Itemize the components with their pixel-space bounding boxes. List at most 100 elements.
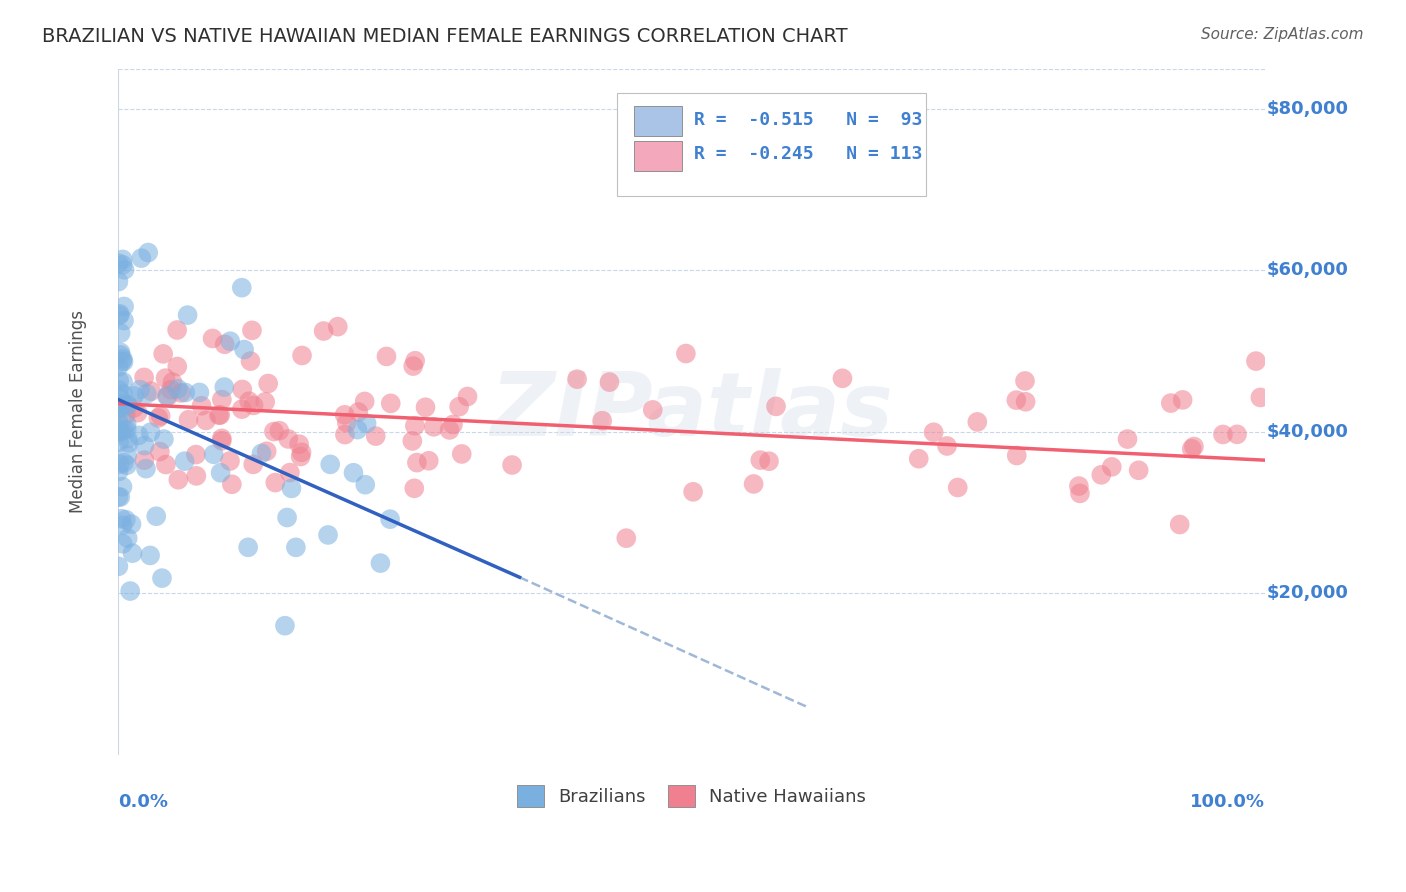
Point [117, 531, 139, 545]
Point [108, 435, 131, 450]
Point [112, 456, 135, 470]
Point [117, 398, 139, 412]
Point [112, 313, 135, 327]
Point [274, 618, 297, 632]
Text: ZIPatlas: ZIPatlas [491, 368, 893, 455]
Point [107, 256, 129, 270]
Point [423, 419, 446, 434]
Point [148, 411, 170, 425]
Point [132, 370, 155, 384]
Point [120, 584, 142, 599]
Point [190, 399, 212, 413]
Point [166, 323, 188, 337]
Point [404, 418, 426, 433]
Point [831, 371, 853, 385]
Point [108, 424, 131, 438]
Point [150, 571, 173, 585]
Point [134, 439, 156, 453]
Point [117, 448, 139, 462]
Point [1244, 354, 1267, 368]
Point [239, 354, 262, 368]
Point [326, 319, 349, 334]
Point [1116, 432, 1139, 446]
Point [1226, 427, 1249, 442]
Point [211, 431, 233, 445]
Point [110, 391, 132, 405]
Point [177, 413, 200, 427]
Point [231, 383, 253, 397]
Point [254, 395, 277, 409]
Point [202, 447, 225, 461]
Point [219, 454, 242, 468]
Point [250, 446, 273, 460]
Text: R =  -0.515   N =  93: R = -0.515 N = 93 [693, 111, 922, 129]
Point [156, 390, 179, 404]
Text: 0.0%: 0.0% [118, 793, 169, 811]
Point [107, 401, 129, 415]
Point [134, 453, 156, 467]
Point [257, 376, 280, 391]
Point [149, 409, 172, 423]
Point [1101, 459, 1123, 474]
Point [121, 546, 143, 560]
Point [173, 454, 195, 468]
Point [565, 372, 588, 386]
Point [291, 349, 314, 363]
Point [111, 351, 134, 366]
Point [598, 375, 620, 389]
Point [347, 405, 370, 419]
Legend: Brazilians, Native Hawaiians: Brazilians, Native Hawaiians [510, 778, 873, 814]
Point [263, 425, 285, 439]
Point [110, 345, 132, 359]
Point [378, 512, 401, 526]
Point [936, 439, 959, 453]
Point [380, 396, 402, 410]
Point [155, 371, 177, 385]
Point [136, 245, 159, 260]
Point [135, 461, 157, 475]
Point [112, 422, 135, 436]
FancyBboxPatch shape [617, 93, 927, 195]
FancyBboxPatch shape [634, 106, 682, 136]
Point [364, 429, 387, 443]
Point [441, 417, 464, 432]
Point [209, 408, 232, 422]
Point [591, 414, 613, 428]
Point [201, 331, 224, 345]
Point [110, 490, 132, 504]
Point [1005, 449, 1028, 463]
Text: $40,000: $40,000 [1267, 423, 1348, 441]
Point [107, 359, 129, 374]
Point [353, 394, 375, 409]
Point [131, 251, 153, 265]
Point [439, 423, 461, 437]
Point [922, 425, 945, 440]
Point [184, 448, 207, 462]
Point [614, 531, 637, 545]
Point [114, 262, 136, 277]
Point [284, 541, 307, 555]
Point [129, 383, 152, 397]
Point [122, 401, 145, 415]
Point [152, 347, 174, 361]
Point [233, 343, 256, 357]
Point [1090, 467, 1112, 482]
Point [209, 466, 232, 480]
Point [312, 324, 335, 338]
Point [155, 458, 177, 472]
Text: $60,000: $60,000 [1267, 261, 1348, 279]
Point [742, 477, 765, 491]
Point [1212, 427, 1234, 442]
Point [112, 375, 135, 389]
Text: Source: ZipAtlas.com: Source: ZipAtlas.com [1201, 27, 1364, 42]
Point [402, 359, 425, 373]
Point [139, 425, 162, 440]
Point [114, 408, 136, 422]
Point [1249, 391, 1271, 405]
Point [107, 559, 129, 574]
Point [1168, 517, 1191, 532]
Point [907, 451, 929, 466]
Point [111, 518, 134, 533]
Point [256, 444, 278, 458]
Point [194, 413, 217, 427]
